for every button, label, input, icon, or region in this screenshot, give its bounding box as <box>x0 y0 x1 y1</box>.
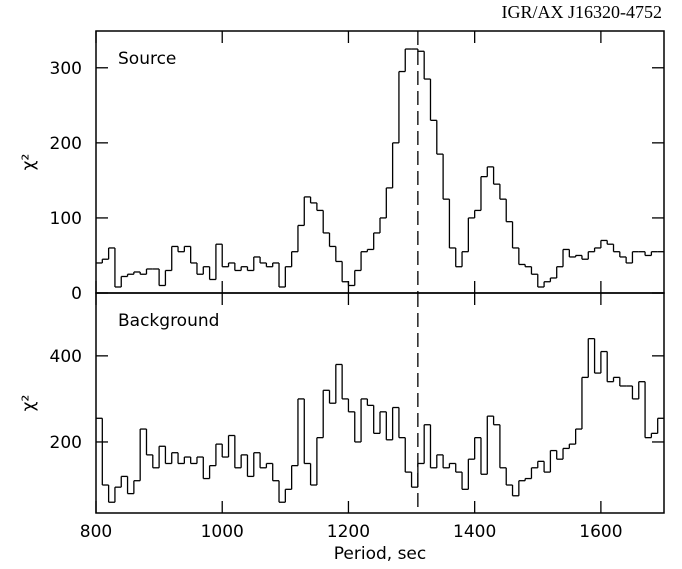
plot-frame <box>95 292 665 514</box>
panel-label: Background <box>118 311 219 331</box>
x-tick-label: 1600 <box>579 522 622 542</box>
panel-label: Source <box>118 49 176 69</box>
y-tick-label: 100 <box>50 209 82 229</box>
y-axis-label: χ² <box>19 395 39 412</box>
y-tick-label: 300 <box>50 59 82 79</box>
chart-title: IGR/AX J16320-4752 <box>502 2 663 22</box>
x-tick-label: 800 <box>80 522 112 542</box>
y-tick-label: 0 <box>71 284 82 304</box>
y-axis-label: χ² <box>19 154 39 171</box>
x-tick-label: 1200 <box>327 522 370 542</box>
y-tick-label: 200 <box>50 134 82 154</box>
x-axis-label: Period, sec <box>334 544 426 564</box>
x-tick-label: 1000 <box>201 522 244 542</box>
y-tick-label: 200 <box>50 433 82 453</box>
plot-frame <box>95 30 665 294</box>
x-tick-label: 1400 <box>453 522 496 542</box>
y-tick-label: 400 <box>50 347 82 367</box>
